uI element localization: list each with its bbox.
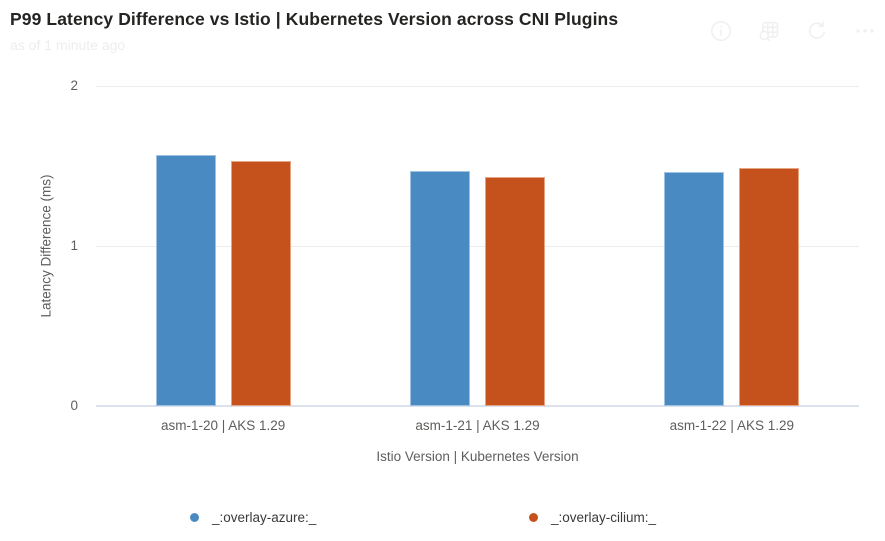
bar-overlay-azure-cat0[interactable] (155, 154, 216, 406)
gridline-y-2 (96, 86, 859, 87)
bar-overlay-cilium-cat0[interactable] (230, 161, 291, 406)
info-icon[interactable] (709, 19, 733, 43)
tile-action-bar (709, 19, 877, 43)
legend-item-overlay-azure[interactable]: _:overlay-azure:_ (190, 510, 316, 525)
legend-marker-icon (529, 513, 538, 522)
last-refreshed-label: as of 1 minute ago (10, 37, 126, 53)
explore-data-icon[interactable] (757, 19, 781, 43)
more-options-icon[interactable] (853, 19, 877, 43)
legend-marker-icon (190, 513, 199, 522)
bar-overlay-cilium-cat1[interactable] (485, 177, 545, 406)
x-axis-baseline (96, 405, 859, 407)
y-tick-label-1: 1 (70, 238, 78, 253)
x-tick-label-0: asm-1-20 | AKS 1.29 (160, 418, 286, 433)
bar-overlay-azure-cat2[interactable] (664, 172, 725, 406)
x-tick-label-1: asm-1-21 | AKS 1.29 (415, 418, 540, 433)
legend-label: _:overlay-azure:_ (212, 510, 317, 525)
x-axis-title: Istio Version | Kubernetes Version (376, 449, 579, 464)
y-tick-label-0: 0 (70, 398, 78, 413)
y-tick-label-2: 2 (70, 78, 78, 93)
x-tick-label-2: asm-1-22 | AKS 1.29 (669, 418, 794, 433)
bar-overlay-azure-cat1[interactable] (410, 170, 470, 406)
refresh-icon[interactable] (805, 19, 829, 43)
legend-label: _:overlay-cilium:_ (551, 510, 657, 525)
gridline-y-1 (96, 246, 859, 247)
chart-title: P99 Latency Difference vs Istio | Kubern… (10, 9, 619, 29)
bar-overlay-cilium-cat2[interactable] (739, 167, 800, 406)
legend-item-overlay-cilium[interactable]: _:overlay-cilium:_ (529, 510, 656, 525)
